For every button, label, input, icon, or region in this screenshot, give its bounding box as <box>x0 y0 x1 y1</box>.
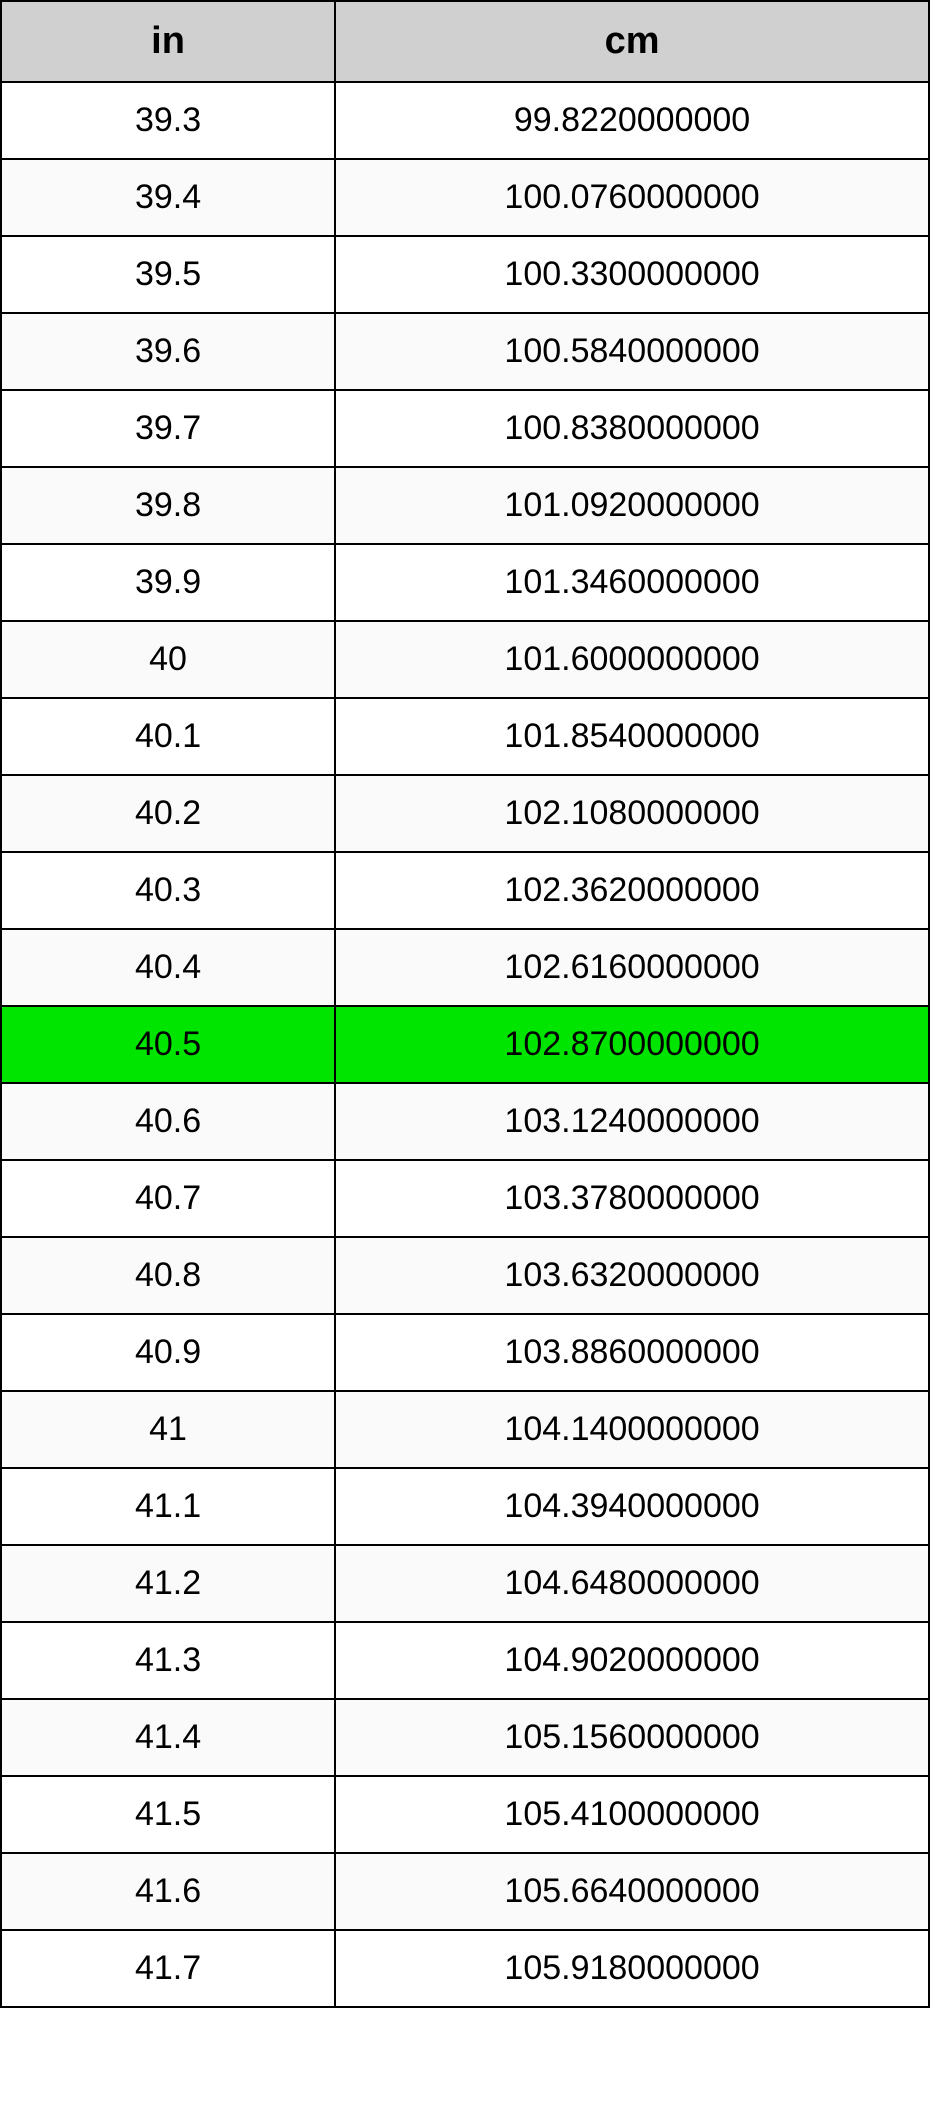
table-row: 39.4100.0760000000 <box>1 159 929 236</box>
cell-cm: 100.3300000000 <box>335 236 929 313</box>
cell-in: 39.5 <box>1 236 335 313</box>
cell-cm: 102.6160000000 <box>335 929 929 1006</box>
cell-in: 40.8 <box>1 1237 335 1314</box>
cell-cm: 105.1560000000 <box>335 1699 929 1776</box>
table-row: 41104.1400000000 <box>1 1391 929 1468</box>
cell-in: 41.4 <box>1 1699 335 1776</box>
cell-in: 39.9 <box>1 544 335 621</box>
cell-in: 40.2 <box>1 775 335 852</box>
table-row: 41.3104.9020000000 <box>1 1622 929 1699</box>
cell-cm: 100.5840000000 <box>335 313 929 390</box>
conversion-table-wrap: in cm 39.399.822000000039.4100.076000000… <box>0 0 930 2008</box>
table-row: 40.4102.6160000000 <box>1 929 929 1006</box>
table-row: 41.2104.6480000000 <box>1 1545 929 1622</box>
cell-in: 41.1 <box>1 1468 335 1545</box>
cell-cm: 105.9180000000 <box>335 1930 929 2007</box>
cell-cm: 103.8860000000 <box>335 1314 929 1391</box>
table-row: 40.6103.1240000000 <box>1 1083 929 1160</box>
table-row: 39.8101.0920000000 <box>1 467 929 544</box>
column-header-cm: cm <box>335 1 929 82</box>
cell-in: 41.5 <box>1 1776 335 1853</box>
cell-cm: 102.3620000000 <box>335 852 929 929</box>
table-row: 39.399.8220000000 <box>1 82 929 159</box>
cell-in: 41.3 <box>1 1622 335 1699</box>
table-row: 40.9103.8860000000 <box>1 1314 929 1391</box>
cell-in: 40.5 <box>1 1006 335 1083</box>
cell-in: 41.7 <box>1 1930 335 2007</box>
cell-in: 40.1 <box>1 698 335 775</box>
table-row: 39.7100.8380000000 <box>1 390 929 467</box>
cell-cm: 102.1080000000 <box>335 775 929 852</box>
table-row: 40.3102.3620000000 <box>1 852 929 929</box>
cell-in: 40 <box>1 621 335 698</box>
conversion-table: in cm 39.399.822000000039.4100.076000000… <box>0 0 930 2008</box>
cell-cm: 104.1400000000 <box>335 1391 929 1468</box>
cell-in: 39.7 <box>1 390 335 467</box>
cell-in: 40.6 <box>1 1083 335 1160</box>
table-row: 41.1104.3940000000 <box>1 1468 929 1545</box>
table-row: 41.5105.4100000000 <box>1 1776 929 1853</box>
cell-cm: 101.3460000000 <box>335 544 929 621</box>
cell-cm: 104.3940000000 <box>335 1468 929 1545</box>
cell-in: 39.3 <box>1 82 335 159</box>
table-row: 40101.6000000000 <box>1 621 929 698</box>
cell-in: 40.7 <box>1 1160 335 1237</box>
cell-cm: 105.4100000000 <box>335 1776 929 1853</box>
cell-cm: 101.8540000000 <box>335 698 929 775</box>
cell-cm: 99.8220000000 <box>335 82 929 159</box>
table-row: 41.4105.1560000000 <box>1 1699 929 1776</box>
cell-cm: 104.6480000000 <box>335 1545 929 1622</box>
cell-cm: 103.6320000000 <box>335 1237 929 1314</box>
table-row: 40.2102.1080000000 <box>1 775 929 852</box>
cell-in: 39.8 <box>1 467 335 544</box>
cell-in: 40.4 <box>1 929 335 1006</box>
table-row: 41.6105.6640000000 <box>1 1853 929 1930</box>
cell-cm: 103.1240000000 <box>335 1083 929 1160</box>
cell-cm: 105.6640000000 <box>335 1853 929 1930</box>
cell-cm: 104.9020000000 <box>335 1622 929 1699</box>
table-row: 40.5102.8700000000 <box>1 1006 929 1083</box>
cell-in: 41.2 <box>1 1545 335 1622</box>
cell-cm: 100.8380000000 <box>335 390 929 467</box>
table-row: 40.1101.8540000000 <box>1 698 929 775</box>
cell-in: 41 <box>1 1391 335 1468</box>
cell-in: 39.6 <box>1 313 335 390</box>
table-row: 40.7103.3780000000 <box>1 1160 929 1237</box>
cell-in: 40.9 <box>1 1314 335 1391</box>
table-row: 39.6100.5840000000 <box>1 313 929 390</box>
column-header-in: in <box>1 1 335 82</box>
cell-cm: 102.8700000000 <box>335 1006 929 1083</box>
table-row: 41.7105.9180000000 <box>1 1930 929 2007</box>
table-row: 39.5100.3300000000 <box>1 236 929 313</box>
cell-in: 41.6 <box>1 1853 335 1930</box>
table-row: 39.9101.3460000000 <box>1 544 929 621</box>
cell-cm: 100.0760000000 <box>335 159 929 236</box>
table-row: 40.8103.6320000000 <box>1 1237 929 1314</box>
cell-in: 39.4 <box>1 159 335 236</box>
cell-cm: 103.3780000000 <box>335 1160 929 1237</box>
cell-in: 40.3 <box>1 852 335 929</box>
cell-cm: 101.6000000000 <box>335 621 929 698</box>
cell-cm: 101.0920000000 <box>335 467 929 544</box>
table-header-row: in cm <box>1 1 929 82</box>
